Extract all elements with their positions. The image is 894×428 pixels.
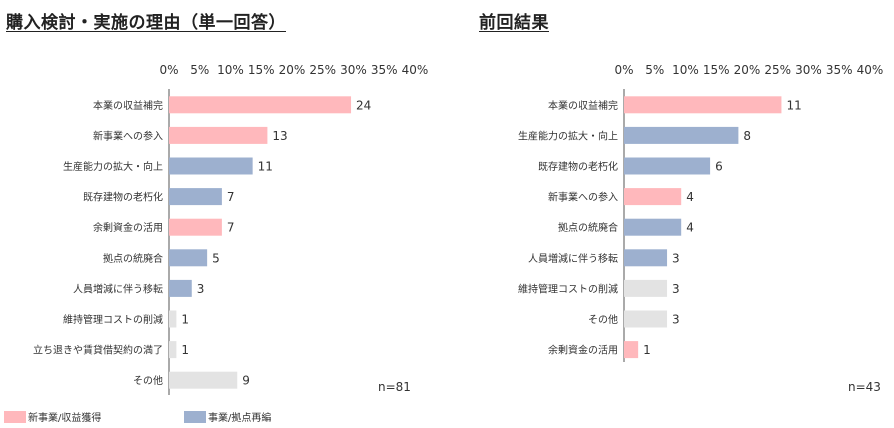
x-tick-label: 0% [159, 63, 178, 77]
category-label: 新事業への参入 [548, 191, 618, 204]
bar [169, 96, 352, 114]
category-label: 本業の収益補完 [93, 99, 163, 112]
x-tick-label: 30% [340, 63, 367, 77]
bar-value-label: 7 [227, 221, 235, 235]
bar-value-label: 3 [672, 251, 680, 265]
category-label: 生産能力の拡大・向上 [518, 129, 618, 142]
category-label: 立ち退きや賃貸借契約の満了 [33, 344, 163, 357]
legend-swatch-pink [4, 410, 26, 423]
bar [624, 96, 782, 114]
bar [169, 371, 238, 389]
bar [624, 279, 668, 297]
category-label: 余剰資金の活用 [93, 221, 163, 234]
bar-value-label: 6 [715, 160, 723, 174]
bar [169, 341, 177, 359]
category-label: 拠点の統廃合 [103, 252, 163, 265]
bar-value-label: 3 [672, 282, 680, 296]
bar-value-label: 4 [686, 190, 694, 204]
bar [624, 341, 639, 359]
category-label: 拠点の統廃合 [558, 221, 618, 234]
bar-value-label: 1 [643, 343, 651, 357]
bar [169, 279, 192, 297]
legend-item-blue: 事業/拠点再編 [184, 409, 271, 424]
x-tick-label: 35% [826, 63, 853, 77]
bar-value-label: 3 [197, 282, 205, 296]
bar-value-label: 1 [181, 343, 189, 357]
category-label: 人員増減に伴う移転 [528, 252, 618, 265]
category-label: 維持管理コストの削減 [518, 282, 618, 295]
bar [624, 188, 682, 206]
legend-label-blue: 事業/拠点再編 [208, 413, 272, 424]
bar [169, 310, 177, 328]
x-tick-label: 35% [371, 63, 398, 77]
x-tick-label: 40% [402, 63, 429, 77]
category-label: その他 [133, 374, 163, 387]
sample-size-left: n=81 [378, 380, 411, 394]
bar [169, 157, 253, 175]
x-tick-label: 5% [645, 63, 664, 77]
x-tick-label: 25% [764, 63, 791, 77]
bar-value-label: 7 [227, 190, 235, 204]
x-tick-label: 20% [279, 63, 306, 77]
x-tick-label: 10% [217, 63, 244, 77]
chart-title-left: 購入検討・実施の理由（単一回答） [6, 13, 286, 33]
x-tick-label: 15% [703, 63, 730, 77]
sample-size-right: n=43 [848, 380, 881, 394]
category-label: 余剰資金の活用 [548, 344, 618, 357]
bar-value-label: 11 [786, 98, 801, 112]
category-label: 人員増減に伴う移転 [73, 282, 163, 295]
category-label: その他 [588, 313, 618, 326]
category-label: 新事業への参入 [93, 129, 163, 142]
legend-item-pink: 新事業/収益獲得 [4, 409, 101, 424]
bar-value-label: 3 [672, 313, 680, 327]
x-tick-label: 40% [857, 63, 884, 77]
x-tick-label: 15% [248, 63, 275, 77]
x-tick-label: 30% [795, 63, 822, 77]
bar [169, 249, 208, 267]
bar-value-label: 5 [212, 251, 220, 265]
x-tick-label: 25% [309, 63, 336, 77]
category-label: 既存建物の老朽化 [83, 191, 163, 204]
bar-value-label: 8 [743, 129, 751, 143]
bar [624, 249, 668, 267]
bar-value-label: 1 [181, 313, 189, 327]
chart-title-right: 前回結果 [479, 13, 549, 33]
bar-value-label: 24 [356, 98, 371, 112]
x-tick-label: 20% [734, 63, 761, 77]
bar [624, 218, 682, 236]
x-tick-label: 5% [190, 63, 209, 77]
bar [624, 157, 711, 175]
legend-label-pink: 新事業/収益獲得 [28, 413, 102, 424]
bar [169, 126, 268, 144]
category-label: 維持管理コストの削減 [63, 313, 163, 326]
bar [169, 188, 222, 206]
legend-swatch-blue [184, 410, 206, 423]
bar-value-label: 4 [686, 221, 694, 235]
bar-value-label: 9 [242, 374, 250, 388]
bar [624, 310, 668, 328]
category-label: 本業の収益補完 [548, 99, 618, 112]
x-tick-label: 10% [672, 63, 699, 77]
bar-value-label: 11 [258, 160, 273, 174]
bar-value-label: 13 [272, 129, 287, 143]
category-label: 既存建物の老朽化 [538, 160, 618, 173]
bar [169, 218, 222, 236]
x-tick-label: 0% [614, 63, 633, 77]
category-label: 生産能力の拡大・向上 [63, 160, 163, 173]
bar [624, 126, 739, 144]
